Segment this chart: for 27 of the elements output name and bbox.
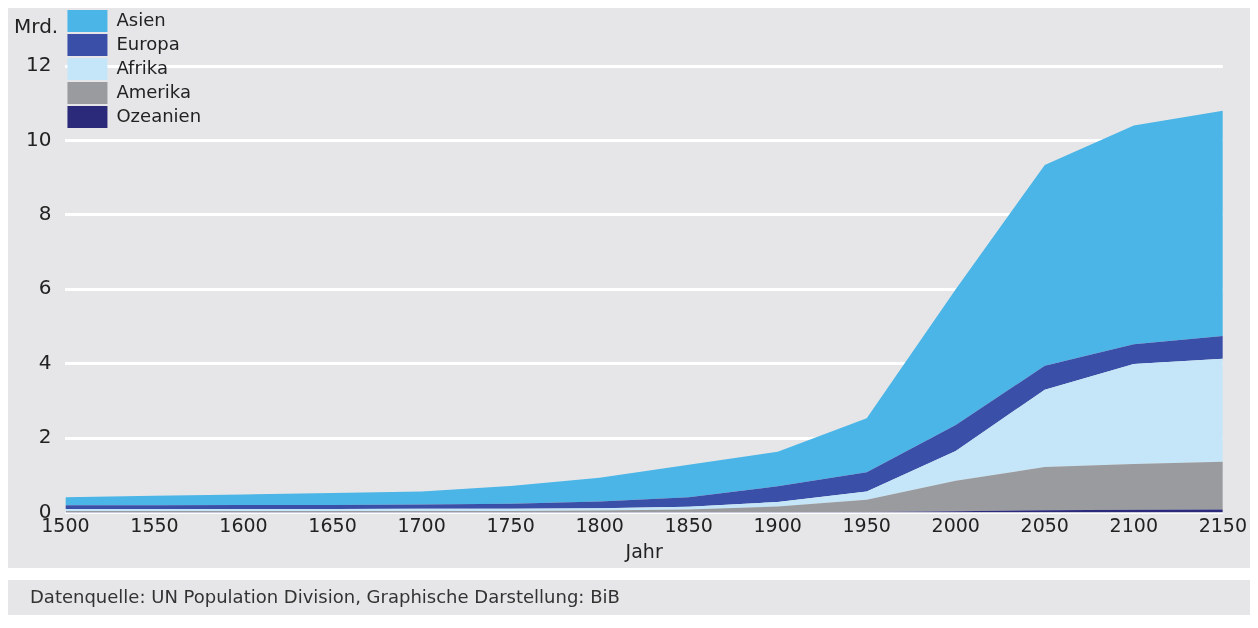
- y-tick-label: 12: [26, 52, 52, 77]
- x-tick-label: 1650: [308, 513, 357, 536]
- legend-label: Europa: [116, 32, 180, 54]
- legend-label: Ozeanien: [116, 104, 202, 126]
- x-tick-label: 1550: [130, 513, 179, 536]
- y-tick-label: 6: [38, 275, 52, 300]
- legend-label: Asien: [116, 8, 166, 30]
- y-tick-label: 8: [38, 201, 52, 225]
- x-tick-label: 2050: [1020, 513, 1069, 536]
- x-tick-label: 1700: [397, 513, 446, 536]
- x-tick-label: 1750: [486, 513, 535, 536]
- x-tick-label: 1950: [842, 513, 891, 536]
- legend-label: Afrika: [116, 56, 169, 78]
- x-tick-label: 1600: [219, 513, 268, 536]
- x-tick-label: 2100: [1109, 513, 1158, 536]
- x-tick-label: 2000: [931, 513, 980, 536]
- text: Datenquelle: UN Population Division, Graphische Darstellung: BiB: [29, 585, 621, 609]
- x-axis-title: Jahr: [624, 539, 663, 562]
- y-tick-label: 4: [38, 349, 52, 374]
- x-tick-label: 1800: [575, 513, 624, 536]
- y-axis-title: Mrd.: [14, 14, 59, 39]
- y-tick-label: 10: [26, 126, 52, 151]
- x-tick-label: 2150: [1198, 513, 1247, 536]
- x-tick-label: 1900: [753, 513, 802, 536]
- legend-label: Amerika: [116, 80, 191, 102]
- y-tick-label: 2: [38, 424, 52, 449]
- x-tick-label: 1850: [664, 513, 713, 536]
